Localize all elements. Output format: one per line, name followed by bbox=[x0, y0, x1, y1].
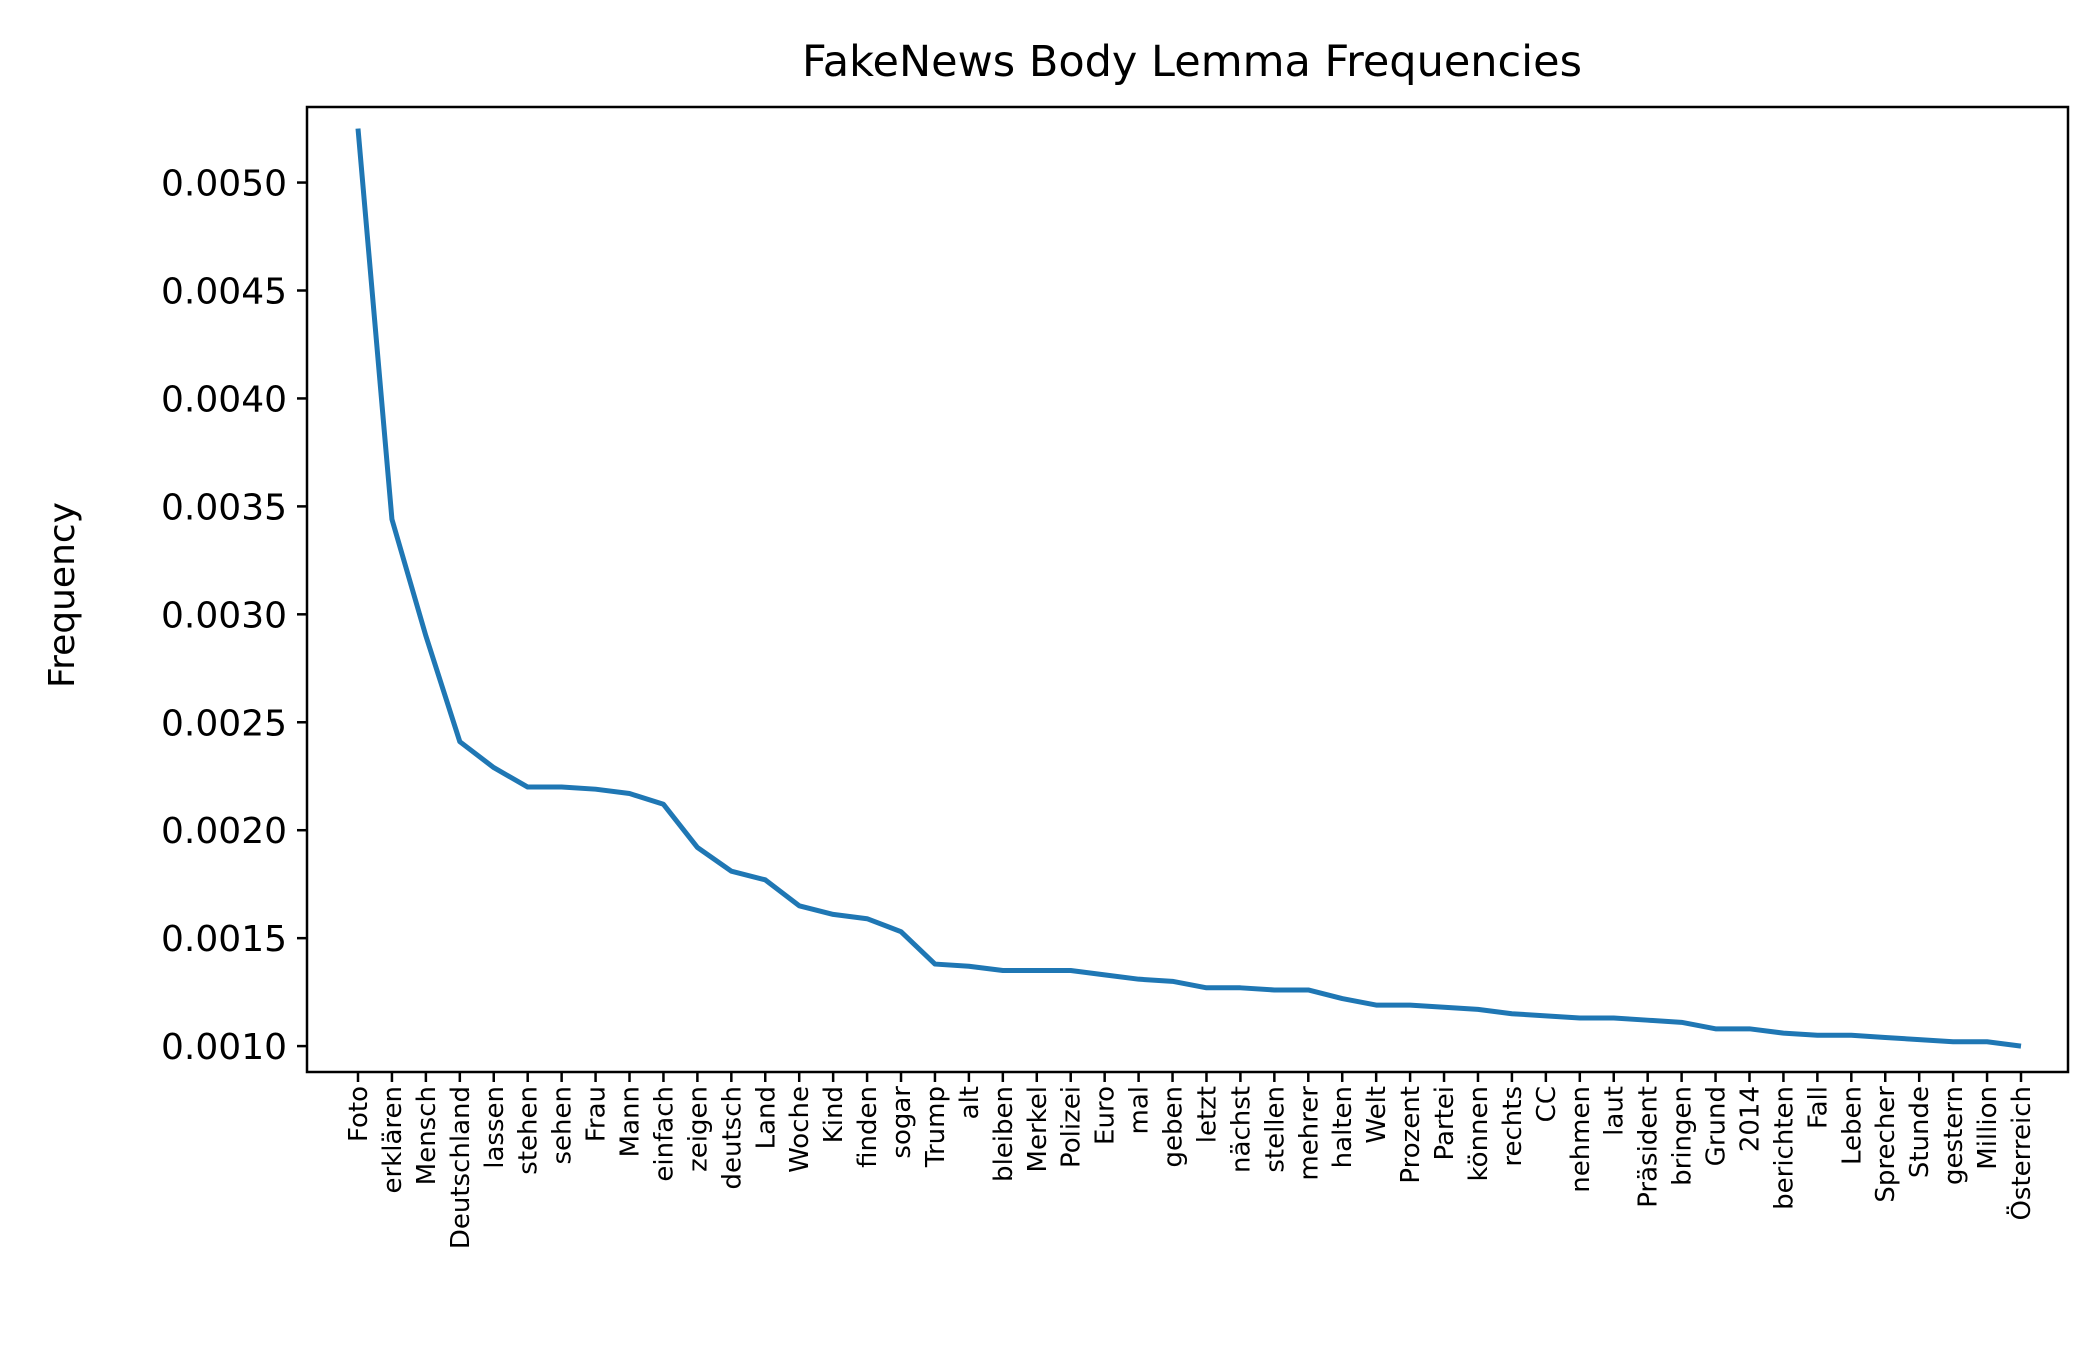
x-tick-label: Mensch bbox=[412, 1086, 442, 1185]
x-tick-label: sehen bbox=[548, 1086, 578, 1165]
y-tick-label: 0.0025 bbox=[161, 703, 287, 744]
x-tick-label: berichten bbox=[1769, 1086, 1799, 1210]
x-tick-label: können bbox=[1464, 1086, 1494, 1181]
x-tick-label: Foto bbox=[344, 1086, 374, 1142]
x-tick-label: nehmen bbox=[1566, 1086, 1596, 1193]
x-tick-label: stellen bbox=[1260, 1086, 1290, 1173]
x-axis-ticks: Foto erklären Mensch Deutschland lassen stehe… bbox=[344, 1072, 2037, 1249]
x-tick-label: stehen bbox=[514, 1086, 544, 1175]
x-tick-label: bleiben bbox=[989, 1086, 1019, 1182]
y-tick-label: 0.0050 bbox=[161, 164, 287, 205]
x-tick-label: mehrer bbox=[1294, 1086, 1324, 1181]
y-tick-label: 0.0030 bbox=[161, 595, 287, 636]
x-tick-label: Kind bbox=[819, 1086, 849, 1143]
x-tick-label: lassen bbox=[480, 1086, 510, 1169]
x-tick-label: nächst bbox=[1226, 1086, 1256, 1173]
frequency-series-line bbox=[355, 128, 2022, 1049]
x-tick-label: Präsident bbox=[1634, 1086, 1664, 1208]
x-tick-label: letzt bbox=[1192, 1086, 1222, 1143]
x-tick-label: mal bbox=[1125, 1086, 1155, 1134]
x-tick-label: rechts bbox=[1498, 1086, 1528, 1167]
x-tick-label: Deutschland bbox=[446, 1086, 476, 1249]
x-tick-label: Frau bbox=[582, 1086, 612, 1142]
y-tick-label: 0.0040 bbox=[161, 379, 287, 420]
y-tick-label: 0.0020 bbox=[161, 811, 287, 852]
x-tick-label: laut bbox=[1600, 1086, 1630, 1136]
x-tick-label: Grund bbox=[1702, 1086, 1732, 1166]
x-tick-label: halten bbox=[1328, 1086, 1358, 1168]
x-tick-label: Österreich bbox=[2005, 1086, 2037, 1221]
x-tick-label: Polizei bbox=[1057, 1086, 1087, 1168]
x-tick-label: Merkel bbox=[1023, 1086, 1053, 1172]
x-tick-label: einfach bbox=[649, 1086, 679, 1182]
x-tick-label: Stunde bbox=[1905, 1086, 1935, 1178]
x-tick-label: finden bbox=[853, 1086, 883, 1168]
y-tick-label: 0.0015 bbox=[161, 919, 287, 960]
x-tick-label: Million bbox=[1973, 1086, 2003, 1170]
x-tick-label: Welt bbox=[1362, 1086, 1392, 1144]
x-tick-label: 2014 bbox=[1735, 1086, 1765, 1152]
plot-area-frame bbox=[305, 105, 2070, 1074]
x-tick-label: CC bbox=[1532, 1086, 1562, 1122]
x-tick-label: geben bbox=[1159, 1086, 1189, 1167]
x-tick-label: deutsch bbox=[717, 1086, 747, 1190]
x-tick-label: Trump bbox=[921, 1086, 951, 1168]
y-tick-label: 0.0010 bbox=[161, 1027, 287, 1068]
x-tick-label: sogar bbox=[887, 1086, 917, 1159]
x-tick-label: Prozent bbox=[1396, 1086, 1426, 1184]
y-axis-label: Frequency bbox=[42, 502, 83, 688]
x-tick-label: gestern bbox=[1939, 1086, 1969, 1185]
x-tick-label: Euro bbox=[1091, 1086, 1121, 1145]
x-tick-label: Mann bbox=[616, 1086, 646, 1157]
x-tick-label: erklären bbox=[378, 1086, 408, 1194]
x-tick-label: Fall bbox=[1803, 1086, 1833, 1129]
x-tick-label: Leben bbox=[1837, 1086, 1867, 1165]
x-tick-label: Land bbox=[751, 1086, 781, 1149]
y-tick-label: 0.0035 bbox=[161, 487, 287, 528]
y-tick-label: 0.0045 bbox=[161, 272, 287, 313]
x-tick-label: Sprecher bbox=[1871, 1086, 1901, 1203]
y-axis-ticks: 0.0010 0.0015 0.0020 0.0025 0.0030 0.0035 0.00… bbox=[161, 164, 307, 1068]
x-tick-label: Partei bbox=[1430, 1086, 1460, 1161]
x-tick-label: zeigen bbox=[683, 1086, 713, 1172]
x-tick-label: Woche bbox=[785, 1086, 815, 1173]
chart-title: FakeNews Body Lemma Frequencies bbox=[802, 37, 1582, 87]
x-tick-label: bringen bbox=[1668, 1086, 1698, 1186]
x-tick-label: alt bbox=[955, 1086, 985, 1119]
